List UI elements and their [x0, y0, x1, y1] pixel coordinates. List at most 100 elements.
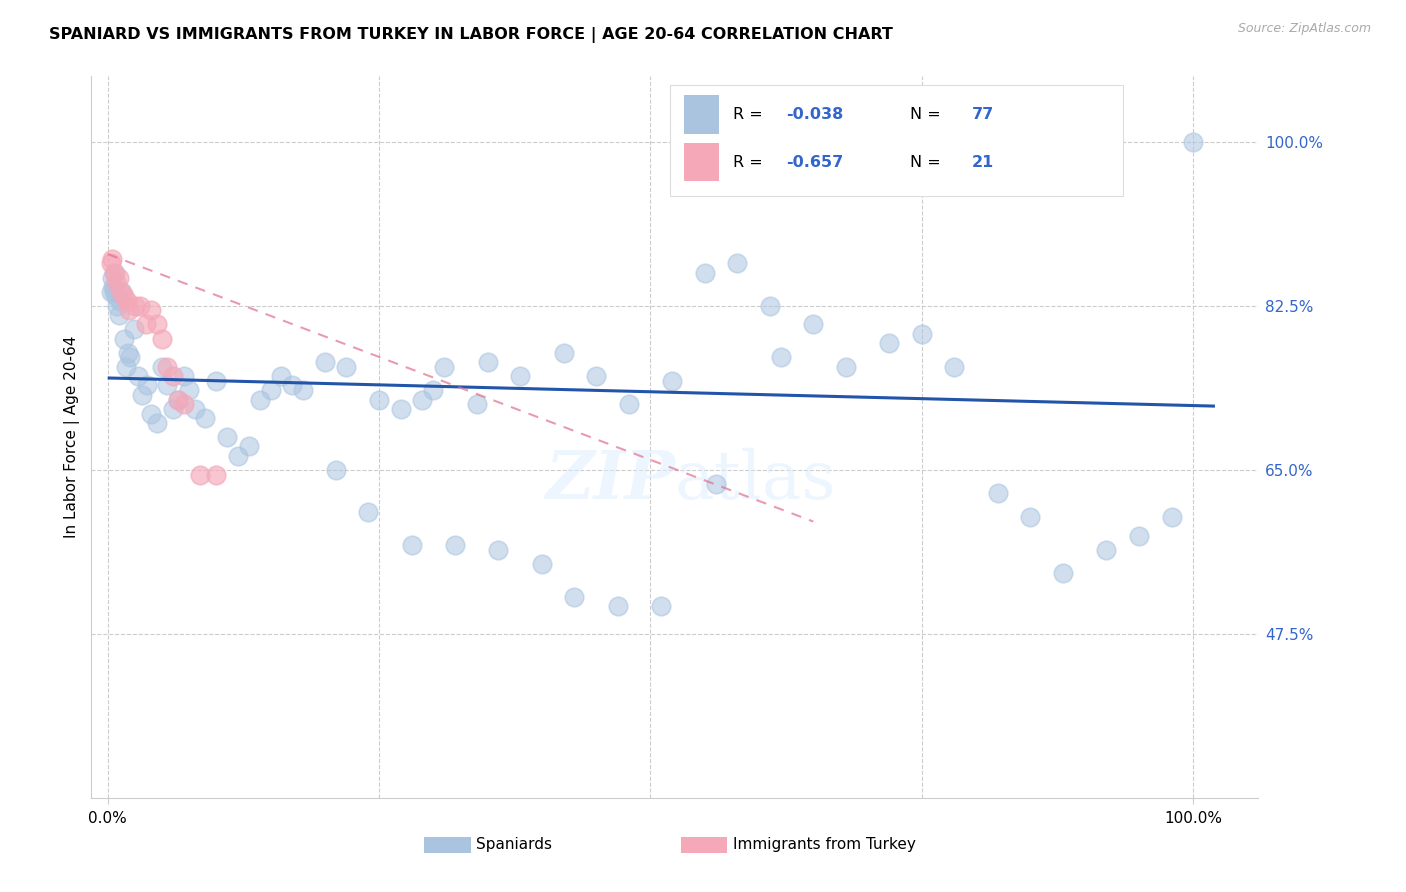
Point	[167, 392, 190, 407]
Point	[693, 266, 716, 280]
Point	[173, 369, 195, 384]
Point	[110, 285, 132, 299]
Point	[650, 599, 672, 613]
Point	[368, 392, 391, 407]
FancyBboxPatch shape	[425, 837, 471, 853]
Point	[433, 359, 456, 374]
Point	[1128, 528, 1150, 542]
Point	[530, 557, 553, 571]
Point	[135, 378, 157, 392]
Point	[325, 463, 347, 477]
Point	[564, 590, 586, 604]
Point	[156, 378, 179, 392]
Point	[205, 467, 228, 482]
Point	[162, 369, 184, 384]
Point	[103, 266, 125, 280]
Point	[606, 599, 628, 613]
Text: Immigrants from Turkey: Immigrants from Turkey	[734, 837, 917, 852]
Point	[100, 285, 122, 299]
Point	[553, 345, 575, 359]
Point	[194, 411, 217, 425]
Point	[100, 256, 122, 270]
Point	[145, 318, 167, 332]
Point	[987, 486, 1010, 500]
Point	[115, 359, 138, 374]
Point	[585, 369, 607, 384]
Point	[759, 299, 782, 313]
Point	[911, 326, 934, 341]
Point	[118, 303, 141, 318]
Point	[139, 407, 162, 421]
Point	[335, 359, 357, 374]
Point	[150, 359, 173, 374]
Point	[107, 299, 129, 313]
Point	[226, 449, 249, 463]
Point	[188, 467, 211, 482]
Point	[129, 299, 152, 313]
Point	[122, 322, 145, 336]
Text: SPANIARD VS IMMIGRANTS FROM TURKEY IN LABOR FORCE | AGE 20-64 CORRELATION CHART: SPANIARD VS IMMIGRANTS FROM TURKEY IN LA…	[49, 27, 893, 43]
Point	[101, 270, 124, 285]
Point	[150, 332, 173, 346]
Point	[509, 369, 531, 384]
Point	[314, 355, 336, 369]
Point	[281, 378, 304, 392]
Point	[488, 542, 510, 557]
Point	[101, 252, 124, 266]
Point	[107, 308, 129, 322]
Point	[112, 332, 135, 346]
Point	[238, 440, 260, 454]
Point	[422, 383, 444, 397]
Text: atlas: atlas	[675, 448, 837, 513]
Point	[217, 430, 239, 444]
Point	[389, 401, 412, 416]
Point	[117, 345, 139, 359]
Point	[145, 416, 167, 430]
Point	[465, 397, 488, 411]
Point	[108, 293, 131, 308]
Text: Spaniards: Spaniards	[477, 837, 553, 852]
Y-axis label: In Labor Force | Age 20-64: In Labor Force | Age 20-64	[65, 336, 80, 538]
Text: ZIP: ZIP	[546, 448, 675, 513]
Point	[1019, 509, 1042, 524]
Point	[259, 383, 281, 397]
Point	[270, 369, 292, 384]
Point	[401, 538, 423, 552]
Point	[183, 401, 205, 416]
Point	[877, 336, 900, 351]
Text: Source: ZipAtlas.com: Source: ZipAtlas.com	[1237, 22, 1371, 36]
Point	[173, 397, 195, 411]
Point	[105, 289, 128, 303]
Point	[1095, 542, 1118, 557]
Point	[661, 374, 683, 388]
Point	[477, 355, 499, 369]
Point	[1160, 509, 1182, 524]
Point	[617, 397, 640, 411]
Point	[115, 293, 138, 308]
Point	[156, 359, 179, 374]
Point	[835, 359, 858, 374]
Point	[104, 266, 127, 280]
Point	[1052, 566, 1074, 581]
Point	[725, 256, 748, 270]
Point	[205, 374, 228, 388]
Point	[112, 289, 135, 303]
Point	[107, 270, 129, 285]
Point	[162, 401, 184, 416]
Point	[444, 538, 467, 552]
Point	[131, 388, 153, 402]
Point	[704, 477, 727, 491]
Point	[120, 351, 142, 365]
Point	[135, 318, 157, 332]
Point	[105, 275, 128, 289]
Point	[111, 285, 134, 299]
Point	[177, 383, 200, 397]
Point	[103, 285, 125, 299]
Point	[101, 280, 124, 294]
Point	[801, 318, 824, 332]
Point	[1182, 135, 1205, 149]
Point	[943, 359, 966, 374]
Point	[249, 392, 271, 407]
Point	[127, 369, 149, 384]
Point	[139, 303, 162, 318]
